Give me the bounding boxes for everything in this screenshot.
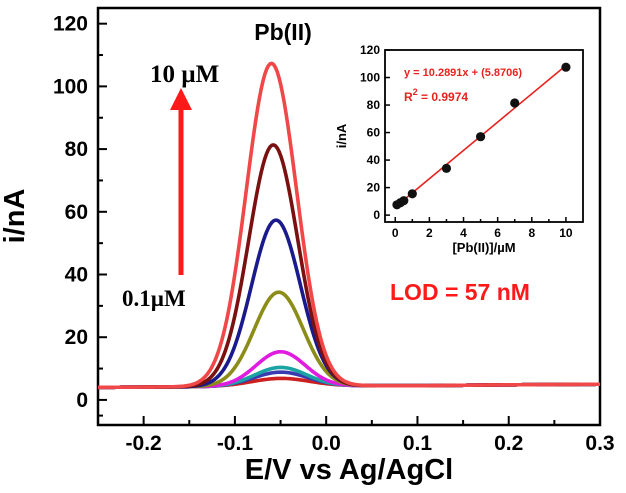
inset-y-tick-label: 20	[367, 181, 381, 195]
main-y-tick-label: 20	[65, 326, 88, 349]
inset-x-tick-label: 0	[392, 226, 399, 240]
inset-data-point	[407, 189, 417, 199]
main-y-tick-label: 120	[53, 13, 88, 36]
main-y-tick-label: 40	[65, 264, 88, 287]
inset-data-point	[475, 132, 486, 142]
main-x-axis: -0.2 -0.1 0.0 0.1 0.2 0.3	[97, 416, 615, 455]
r2-base: R	[404, 90, 413, 104]
main-x-tick-label: 0.0	[312, 432, 341, 455]
inset-y-axis: 0 20 40 60 80 100 120	[360, 43, 390, 222]
inset-data-point	[399, 196, 409, 206]
inset-fit-equation: y = 10.2891x + (5.8706)	[404, 67, 522, 79]
inset-data-point	[561, 62, 571, 72]
inset-y-tick-label: 40	[367, 153, 381, 167]
r2-value: = 0.9974	[418, 90, 469, 104]
main-plot-frame	[96, 6, 602, 427]
concentration-bottom-label: 0.1µM	[122, 286, 186, 311]
main-x-axis-title: E/V vs Ag/AgCl	[245, 454, 453, 486]
arrow-head	[170, 88, 192, 110]
lod-label: LOD = 57 nM	[390, 279, 530, 305]
inset-x-tick-label: 10	[559, 226, 573, 240]
main-y-axis-title: i/nA	[0, 189, 31, 244]
chart-title: Pb(II)	[254, 19, 312, 45]
inset-y-tick-label: 80	[367, 98, 381, 112]
inset-x-axis: 0 2 4 6 8 10	[392, 217, 573, 240]
inset-data-points	[392, 62, 571, 210]
main-y-tick-label: 100	[53, 75, 88, 98]
inset-data-point	[441, 163, 452, 173]
calibration-inset: 0 2 4 6 8 10 0 20 40 60 80 100 120 y = 10.2891x + (…	[334, 43, 584, 255]
main-x-tick-label: 0.1	[403, 432, 433, 455]
r2-superscript: 2	[413, 87, 418, 97]
main-x-tick-label: -0.2	[126, 432, 162, 455]
voltammogram-curves	[97, 61, 601, 390]
inset-x-tick-label: 6	[494, 226, 501, 240]
inset-x-tick-label: 4	[460, 226, 467, 240]
main-x-tick-label: 0.3	[585, 432, 614, 455]
curve-10M	[97, 61, 601, 390]
main-x-tick-label: 0.2	[494, 432, 523, 455]
concentration-top-label: 10 µM	[150, 61, 219, 88]
inset-y-tick-label: 120	[360, 43, 380, 57]
main-y-tick-label: 60	[65, 201, 88, 224]
main-y-tick-label: 0	[76, 389, 88, 412]
main-y-tick-label: 80	[65, 138, 88, 161]
inset-y-tick-label: 60	[367, 126, 381, 140]
inset-y-axis-title: i/nA	[334, 123, 349, 148]
inset-x-tick-label: 8	[528, 226, 535, 240]
main-y-axis: 0 20 40 60 80 100 120	[53, 13, 107, 417]
inset-y-tick-label: 0	[373, 208, 380, 222]
concentration-arrow	[170, 88, 192, 275]
inset-r-squared: R2 = 0.9974	[404, 87, 468, 104]
inset-y-tick-label: 100	[360, 71, 380, 85]
inset-x-tick-label: 2	[426, 226, 433, 240]
main-x-tick-label: -0.1	[217, 432, 254, 455]
inset-data-point	[510, 98, 520, 108]
inset-x-axis-title: [Pb(II)]/µM	[452, 240, 515, 255]
